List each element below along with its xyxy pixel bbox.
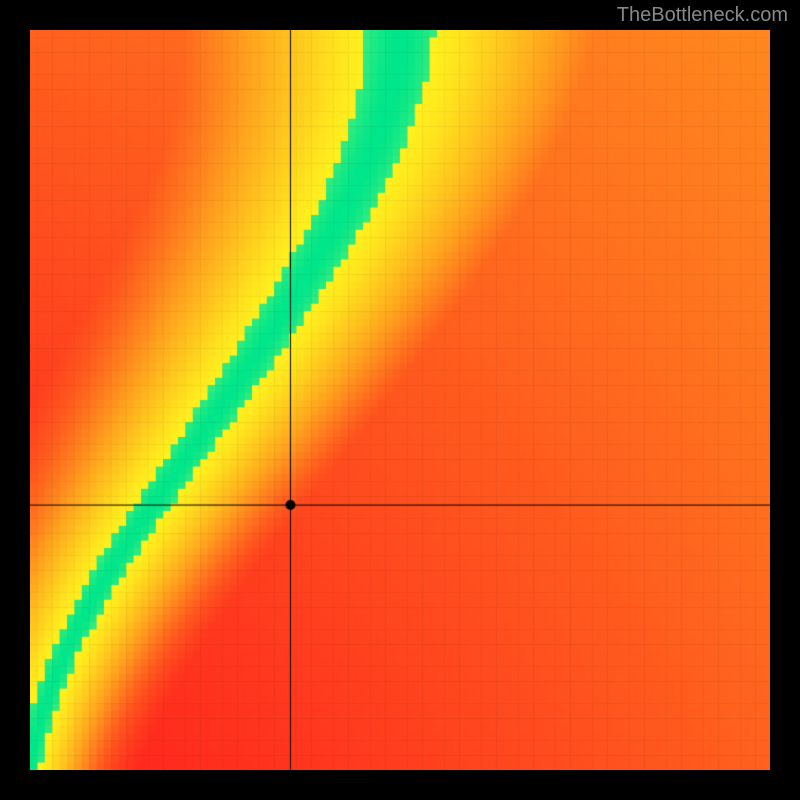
heatmap-canvas	[30, 30, 770, 770]
watermark-text: TheBottleneck.com	[617, 4, 788, 27]
heatmap-plot	[30, 30, 770, 770]
